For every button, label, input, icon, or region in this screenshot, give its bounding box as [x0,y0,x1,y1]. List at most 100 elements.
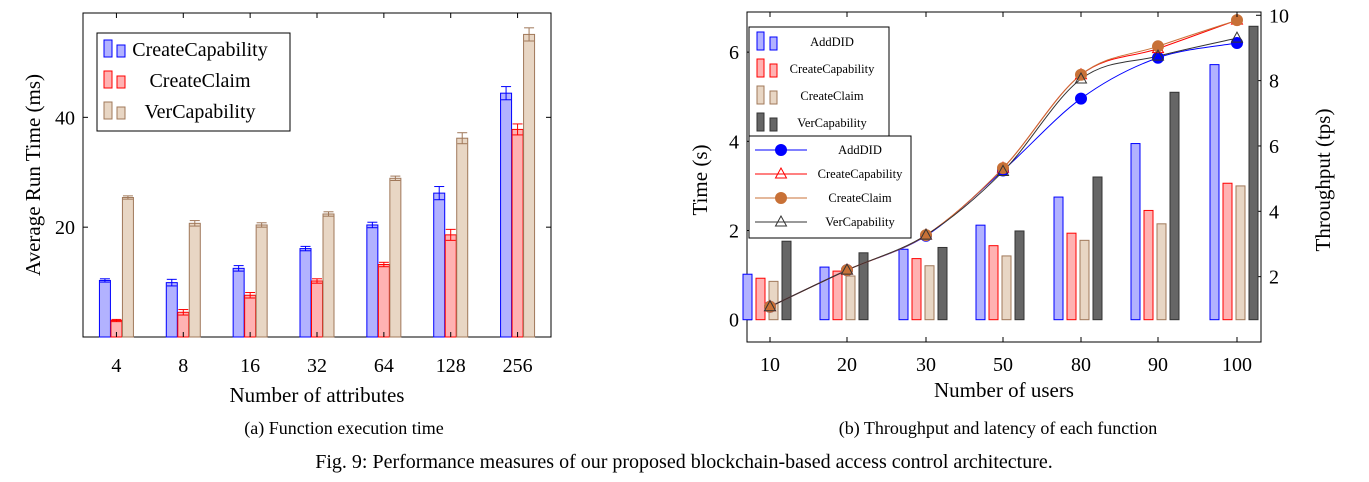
chart-b-lines [763,13,1244,313]
chart-b-bar-legend-swatch [756,58,765,78]
chart-a-x-axis-label: Number of attributes [230,383,405,407]
chart-b-y-tick-label: 0 [729,310,739,332]
chart-b-bar-legend-swatch [769,117,778,132]
chart-b-line-point [1230,31,1244,43]
chart-a-bar [311,280,323,338]
chart-b-x-tick-label: 20 [837,354,857,376]
chart-a-x-tick-label: 256 [503,355,533,377]
chart-a-bar [255,224,268,338]
chart-b-y-tick-label: 6 [729,42,739,64]
chart-b-bar-legend-swatch [769,63,778,78]
chart-b-bar [819,266,830,321]
chart-b-y-tick-label: 2 [729,221,739,243]
chart-a-bar [377,264,390,338]
chart-a-bar [322,213,335,338]
chart-b-line-point [996,164,1010,176]
chart-b-bar [1222,182,1233,321]
chart-b-line-legend-label: AddDID [838,143,882,157]
chart-a-legend: CreateCapability CreateClaim VerCapability [96,32,291,132]
chart-a-bar [366,224,379,338]
chart-b-bar [911,258,922,321]
chart-b-bar [768,280,779,321]
chart-b-y-tick-label: 4 [729,131,739,153]
chart-b-bar-legend-label: AddDID [810,35,854,49]
chart-a-y-tick-label: 40 [55,107,75,129]
chart-a-legend-swatch [103,39,113,58]
chart-a-bars [98,27,536,338]
chart-b-bar-legend-swatch [756,85,765,105]
chart-b: 0 2 4 6 2 4 6 8 10 10 20 30 50 80 90 100 AddDID CreateC… [688,5,1335,439]
chart-b-line-point [1152,40,1164,53]
chart-a-legend-label: CreateClaim [149,70,251,92]
chart-b-bar [742,273,753,321]
chart-b-x-tick-label: 90 [1148,354,1168,376]
chart-b-line-point [1075,92,1087,105]
chart-b-line-point [840,263,854,275]
chart-b-line-point [1075,68,1087,81]
chart-b-x-tick-label: 80 [1071,354,1091,376]
chart-b-bar [1079,239,1090,321]
chart-b-bar [781,240,792,321]
chart-b-caption: (b) Throughput and latency of each funct… [839,418,1158,439]
chart-a-legend-swatch [116,75,126,89]
chart-b-right-y-tick-label: 6 [1269,136,1279,158]
chart-a-x-tick-label: 4 [111,355,121,377]
chart-a-x-ticks: 4 8 16 32 64 128 256 [111,13,533,377]
chart-b-axes: 0 2 4 6 2 4 6 8 10 [729,5,1289,331]
chart-a-legend-frame [96,32,291,132]
chart-a-bar [165,282,178,338]
chart-a-bar [188,222,201,338]
chart-a-y-axis-label: Average Run Time (ms) [21,74,45,276]
chart-b-bar-legend-label: CreateClaim [800,89,863,103]
chart-a-bar [232,267,245,338]
chart-b-bar [1130,143,1141,321]
chart-b-bar [898,248,909,321]
chart-a-bar [389,177,402,338]
chart-b-bar [1156,223,1167,321]
chart-b-bar [858,252,869,321]
chart-b-bar [832,270,843,321]
chart-b-line-legend-marker [774,166,788,179]
chart-a-legend-swatch [116,106,126,120]
chart-b-bar [1143,209,1154,321]
chart-b-right-y-tick-label: 4 [1269,201,1279,223]
chart-b-line-legend-label: CreateClaim [828,191,891,205]
chart-a-x-tick-label: 32 [307,355,327,377]
chart-a-legend-swatch [103,101,113,120]
chart-a-bar [98,279,111,338]
chart-b-bar [1001,255,1012,321]
chart-a-bar [244,294,257,338]
chart-b-bar [937,246,948,321]
chart-b-bar [1092,176,1103,321]
chart-b-bar [755,277,766,321]
chart-a-legend-label: CreateCapability [132,39,268,61]
chart-b-line-legend-marker [775,144,787,156]
chart-a-legend-swatch [103,70,113,89]
chart-b-line-legend-label: CreateCapability [818,167,903,181]
chart-b-right-y-tick-label: 10 [1269,5,1289,27]
chart-b-line-point [763,299,777,312]
chart-b-line-legend-marker [775,192,787,204]
chart-a-x-tick-label: 8 [178,355,188,377]
chart-b-right-y-tick-label: 8 [1269,71,1279,93]
chart-b-bar [1053,196,1064,321]
chart-a-caption: (a) Function execution time [244,418,443,439]
chart-a-legend-label: VerCapability [144,101,255,123]
chart-b-line-point [1074,71,1088,84]
chart-b-right-y-axis-label: Throughput (tps) [1311,109,1335,252]
chart-b-bar-legend-label: VerCapability [797,116,867,130]
chart-b-line-legend-label: VerCapability [825,215,895,229]
chart-b-line-legend: AddDID CreateCapability CreateClaim VerCapa… [748,135,912,239]
chart-a-x-tick-label: 16 [240,355,260,377]
chart-b-x-ticks: 10 20 30 50 80 90 100 [760,12,1252,376]
chart-b-bar-legend-swatch [756,112,765,132]
chart-a-bar [444,234,457,338]
chart-b-x-tick-label: 50 [993,354,1013,376]
chart-b-bar [1169,91,1180,321]
chart-a-x-tick-label: 128 [436,355,466,377]
chart-b-bar [845,275,856,321]
chart-a-legend-swatch [116,44,126,58]
